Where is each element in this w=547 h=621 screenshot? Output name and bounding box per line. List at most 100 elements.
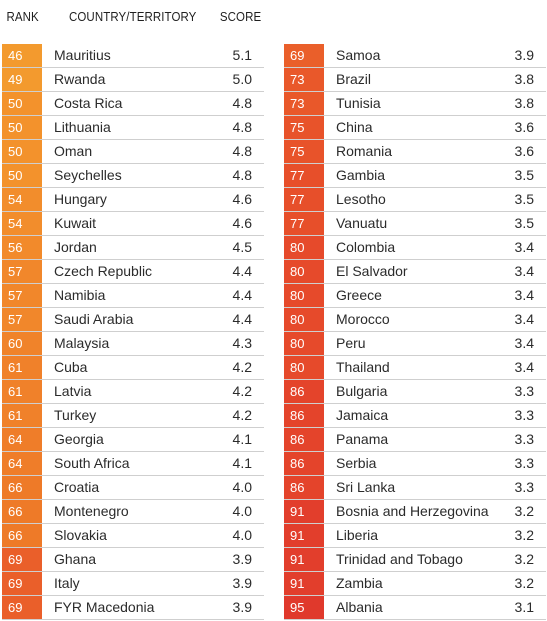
country-name: Turkey (54, 407, 97, 423)
table-row: 80 Morocco 3.4 (284, 308, 546, 332)
score-value: 5.1 (232, 47, 252, 63)
country-name: Croatia (54, 479, 100, 495)
score-value: 4.1 (232, 431, 252, 447)
score-value: 4.8 (232, 119, 252, 135)
rank-badge: 56 (2, 236, 42, 259)
country-name: Serbia (336, 455, 377, 471)
country-name: Tunisia (336, 95, 381, 111)
score-value: 3.3 (514, 383, 534, 399)
rank-badge: 86 (284, 452, 324, 475)
score-value: 4.8 (232, 167, 252, 183)
table-row: 69 Samoa 3.9 (284, 44, 546, 68)
country-name: Italy (54, 575, 80, 591)
table-row: 61 Cuba 4.2 (2, 356, 264, 380)
table-row: 66 Croatia 4.0 (2, 476, 264, 500)
table-row: 54 Kuwait 4.6 (2, 212, 264, 236)
country-name: Lithuania (54, 119, 111, 135)
country-name: Oman (54, 143, 93, 159)
table-row: 80 Peru 3.4 (284, 332, 546, 356)
table-row: 77 Gambia 3.5 (284, 164, 546, 188)
score-value: 4.0 (232, 479, 252, 495)
table-row: 86 Bulgaria 3.3 (284, 380, 546, 404)
country-name: Albania (336, 599, 383, 615)
rank-badge: 95 (284, 596, 324, 619)
table-row: 80 El Salvador 3.4 (284, 260, 546, 284)
right-column: 69 Samoa 3.9 73 Brazil 3.8 73 Tunisia 3.8 75 China… (284, 44, 546, 620)
rank-badge: 86 (284, 380, 324, 403)
score-value: 4.0 (232, 503, 252, 519)
rank-badge: 77 (284, 188, 324, 211)
rank-badge: 80 (284, 308, 324, 331)
score-value: 3.3 (514, 479, 534, 495)
country-name: Sri Lanka (336, 479, 396, 495)
rank-badge: 73 (284, 68, 324, 91)
country-name: Rwanda (54, 71, 106, 87)
table-row: 86 Jamaica 3.3 (284, 404, 546, 428)
country-name: Montenegro (54, 503, 129, 519)
country-name: FYR Macedonia (54, 599, 155, 615)
country-name: Mauritius (54, 47, 111, 63)
country-name: Jamaica (336, 407, 389, 423)
rank-badge: 50 (2, 140, 42, 163)
rank-badge: 54 (2, 188, 42, 211)
rank-badge: 91 (284, 572, 324, 595)
rank-badge: 80 (284, 260, 324, 283)
table-row: 95 Albania 3.1 (284, 596, 546, 620)
rank-badge: 91 (284, 548, 324, 571)
country-name: China (336, 119, 373, 135)
country-name: Costa Rica (54, 95, 123, 111)
country-name: Thailand (336, 359, 390, 375)
table-row: 77 Vanuatu 3.5 (284, 212, 546, 236)
score-value: 5.0 (232, 71, 252, 87)
score-value: 3.8 (514, 95, 534, 111)
country-name: Greece (336, 287, 382, 303)
country-name: Morocco (336, 311, 390, 327)
table-row: 91 Zambia 3.2 (284, 572, 546, 596)
country-name: Latvia (54, 383, 92, 399)
table-row: 54 Hungary 4.6 (2, 188, 264, 212)
score-value: 4.5 (232, 239, 252, 255)
score-value: 3.5 (514, 191, 534, 207)
rank-badge: 75 (284, 140, 324, 163)
country-name: Gambia (336, 167, 386, 183)
table-row: 86 Serbia 3.3 (284, 452, 546, 476)
table-row: 50 Seychelles 4.8 (2, 164, 264, 188)
rank-badge: 69 (2, 548, 42, 571)
rank-badge: 50 (2, 92, 42, 115)
score-value: 4.6 (232, 215, 252, 231)
table-row: 49 Rwanda 5.0 (2, 68, 264, 92)
table-row: 50 Lithuania 4.8 (2, 116, 264, 140)
score-value: 4.2 (232, 383, 252, 399)
table-row: 56 Jordan 4.5 (2, 236, 264, 260)
country-name: Bulgaria (336, 383, 388, 399)
country-name: Liberia (336, 527, 379, 543)
score-value: 3.4 (514, 335, 534, 351)
country-name: Kuwait (54, 215, 97, 231)
table-row: 73 Tunisia 3.8 (284, 92, 546, 116)
rank-badge: 86 (284, 428, 324, 451)
table-header: RANK COUNTRY/TERRITORY SCORE (0, 0, 261, 36)
rank-badge: 61 (2, 356, 42, 379)
country-name: Peru (336, 335, 366, 351)
score-value: 3.6 (514, 143, 534, 159)
table-row: 61 Turkey 4.2 (2, 404, 264, 428)
score-value: 4.2 (232, 407, 252, 423)
score-value: 3.8 (514, 71, 534, 87)
score-value: 4.1 (232, 455, 252, 471)
country-name: Ghana (54, 551, 97, 567)
country-name: Jordan (54, 239, 97, 255)
rank-badge: 50 (2, 116, 42, 139)
country-name: Seychelles (54, 167, 122, 183)
country-name: Vanuatu (336, 215, 388, 231)
rank-badge: 61 (2, 404, 42, 427)
rank-badge: 64 (2, 452, 42, 475)
country-name: Zambia (336, 575, 383, 591)
country-name: Czech Republic (54, 263, 153, 279)
country-name: Trinidad and Tobago (336, 551, 463, 567)
table-row: 66 Montenegro 4.0 (2, 500, 264, 524)
table-row: 69 Italy 3.9 (2, 572, 264, 596)
table-row: 91 Bosnia and Herzegovina 3.2 (284, 500, 546, 524)
table-row: 80 Thailand 3.4 (284, 356, 546, 380)
score-value: 4.4 (232, 287, 252, 303)
country-name: Cuba (54, 359, 88, 375)
